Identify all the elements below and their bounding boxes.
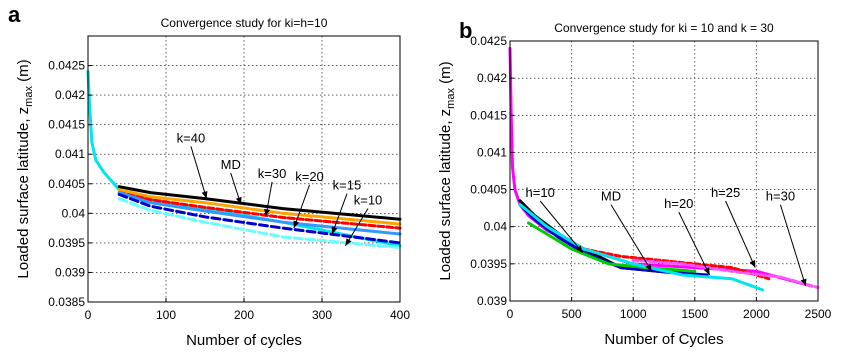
y-tick-label: 0.042 xyxy=(477,71,507,85)
annotation-label: k=15 xyxy=(333,178,362,193)
x-tick-label: 1000 xyxy=(620,307,647,321)
annotation-label: h=30 xyxy=(766,189,795,204)
annotation-arrow xyxy=(344,208,369,247)
annotation-arrow xyxy=(678,211,711,276)
panel-b-ylabel: Loaded surface latitude, zmax (m) xyxy=(437,61,457,280)
series-line xyxy=(117,188,402,226)
series-line xyxy=(117,191,402,236)
series-line xyxy=(518,202,765,292)
x-tick-label: 400 xyxy=(390,308,410,322)
x-tick-label: 100 xyxy=(156,308,176,322)
annotation-label: MD xyxy=(221,157,241,172)
x-tick-label: 2000 xyxy=(743,307,770,321)
x-tick-label: 0 xyxy=(85,308,92,322)
annotation-arrow xyxy=(331,193,348,235)
annotation-arrowhead xyxy=(201,191,208,199)
panel-a-xlabel: Number of cycles xyxy=(186,332,302,349)
y-tick-label: 0.0415 xyxy=(470,108,507,122)
x-tick-label: 500 xyxy=(562,307,582,321)
annotation-label: h=10 xyxy=(526,185,555,200)
panel-a-ticks: 0 100 200 300 400 0.0385 0.039 0.0395 0.04 0.0405… xyxy=(48,59,410,322)
y-tick-label: 0.0415 xyxy=(48,118,85,132)
annotation-arrow xyxy=(190,146,208,199)
series-line xyxy=(631,258,820,290)
panel-a-grid xyxy=(88,36,400,302)
series-line xyxy=(117,197,402,250)
y-tick-label: 0.0425 xyxy=(470,34,507,48)
annotation-arrowhead xyxy=(235,196,242,205)
annotation-label: MD xyxy=(601,189,621,204)
series-line xyxy=(508,46,814,288)
annotation-arrow xyxy=(779,204,807,287)
y-tick-label: 0.042 xyxy=(55,88,85,102)
y-tick-label: 0.0425 xyxy=(48,59,85,73)
y-tick-label: 0.041 xyxy=(55,147,85,161)
panel-a-letter: a xyxy=(8,2,21,27)
panel-a-title: Convergence study for ki=h=10 xyxy=(161,16,328,30)
panel-a-ylabel: Loaded surface latitude, zmax (m) xyxy=(15,59,35,278)
annotation-arrowhead xyxy=(800,278,807,287)
series-line xyxy=(117,191,402,230)
y-tick-label: 0.0405 xyxy=(48,177,85,191)
y-tick-label: 0.0405 xyxy=(470,183,507,197)
annotation-label: k=20 xyxy=(295,169,324,184)
panel-a: Convergence study for ki=h=10 k=40 MD k=30… xyxy=(15,16,410,349)
annotation-arrowhead xyxy=(264,208,270,217)
x-tick-label: 300 xyxy=(312,308,332,322)
panel-b-ticks: 0 500 1000 1500 2000 2500 0.039 0.0395 0.04 0.040… xyxy=(470,34,831,321)
annotation-arrow xyxy=(293,184,310,229)
annotation-arrowhead xyxy=(575,245,583,253)
panel-b-frame xyxy=(509,40,819,302)
annotation-label: h=20 xyxy=(664,196,693,211)
annotation-label: k=10 xyxy=(354,192,383,207)
y-tick-label: 0.039 xyxy=(55,265,85,279)
y-tick-label: 0.04 xyxy=(62,206,86,220)
y-tick-label: 0.0395 xyxy=(470,257,507,271)
x-tick-label: 1500 xyxy=(681,307,708,321)
x-tick-label: 0 xyxy=(507,307,514,321)
annotation-label: k=40 xyxy=(177,130,206,145)
panel-a-annotations: k=40 MD k=30 k=20 k=15k=10 xyxy=(177,130,383,247)
annotation-arrowhead xyxy=(331,226,338,234)
annotation-arrowhead xyxy=(293,220,300,229)
panel-b: Convergence study for ki = 10 and k = 30… xyxy=(437,21,832,348)
y-tick-label: 0.04 xyxy=(484,220,508,234)
panel-b-letter: b xyxy=(459,18,472,43)
annotation-arrowhead xyxy=(645,263,652,272)
annotation-arrow xyxy=(725,200,756,268)
annotation-arrowhead xyxy=(749,260,756,268)
panel-b-series xyxy=(508,46,820,292)
series-line xyxy=(117,185,402,221)
panel-b-annotations: h=10 MD h=20 h=25 h=30 xyxy=(526,185,807,287)
annotation-arrowhead xyxy=(703,267,710,275)
series-line xyxy=(117,192,402,245)
panel-b-xlabel: Number of Cycles xyxy=(604,331,723,348)
annotation-arrow xyxy=(610,204,653,272)
annotation-arrowhead xyxy=(345,238,352,246)
y-tick-label: 0.0385 xyxy=(48,295,85,309)
y-tick-label: 0.0395 xyxy=(48,236,85,250)
y-tick-label: 0.041 xyxy=(477,145,507,159)
panel-a-series xyxy=(86,70,402,250)
x-tick-label: 200 xyxy=(234,308,254,322)
x-tick-label: 2500 xyxy=(805,307,832,321)
y-tick-label: 0.039 xyxy=(477,294,507,308)
panel-b-title: Convergence study for ki = 10 and k = 30 xyxy=(554,21,774,35)
annotation-arrow xyxy=(539,200,584,254)
annotation-label: k=30 xyxy=(258,166,287,181)
annotation-label: h=25 xyxy=(711,185,740,200)
